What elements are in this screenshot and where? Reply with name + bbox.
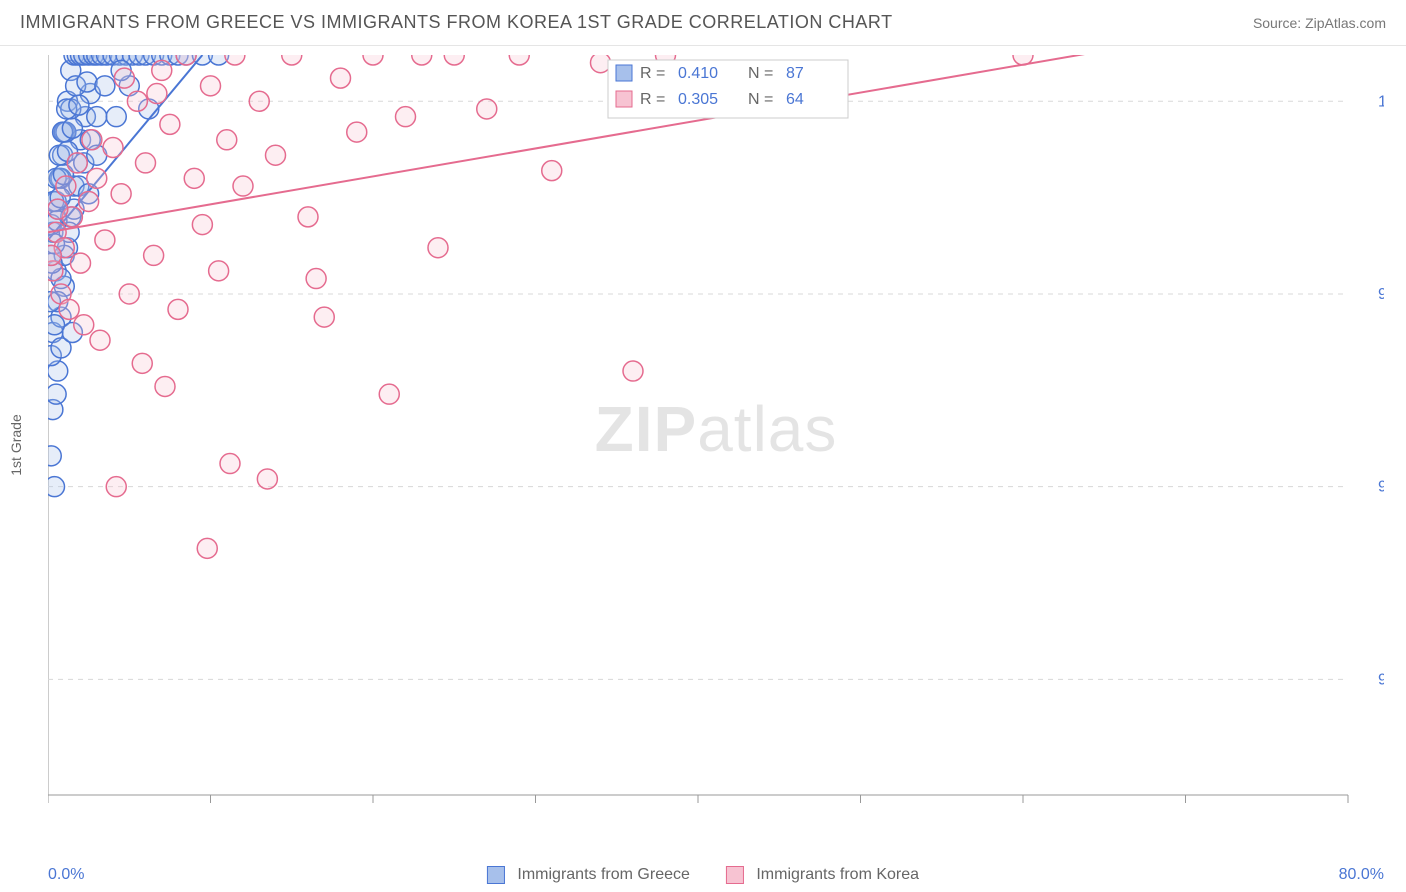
chart-area: 1st Grade 92.5%95.0%97.5%100.0%R =0.410N… [48,55,1384,835]
svg-text:R =: R = [640,65,665,82]
chart-title: IMMIGRANTS FROM GREECE VS IMMIGRANTS FRO… [20,12,893,33]
svg-text:0.305: 0.305 [678,91,718,108]
chart-header: IMMIGRANTS FROM GREECE VS IMMIGRANTS FRO… [0,0,1406,46]
x-axis-labels: 0.0% 80.0% [48,866,1384,884]
svg-text:0.410: 0.410 [678,65,718,82]
svg-text:N =: N = [748,65,773,82]
svg-text:95.0%: 95.0% [1378,479,1384,496]
watermark-rest: atlas [697,393,837,465]
svg-text:87: 87 [786,65,804,82]
svg-text:97.5%: 97.5% [1378,286,1384,303]
chart-source: Source: ZipAtlas.com [1253,15,1386,31]
x-axis-min: 0.0% [48,866,84,884]
svg-text:N =: N = [748,91,773,108]
svg-text:R =: R = [640,91,665,108]
svg-text:100.0%: 100.0% [1378,93,1384,110]
svg-text:64: 64 [786,91,804,108]
watermark-bold: ZIP [595,393,698,465]
svg-text:92.5%: 92.5% [1378,671,1384,688]
x-axis-max: 80.0% [1339,866,1384,884]
watermark: ZIPatlas [595,392,838,466]
y-axis-label: 1st Grade [8,414,24,475]
